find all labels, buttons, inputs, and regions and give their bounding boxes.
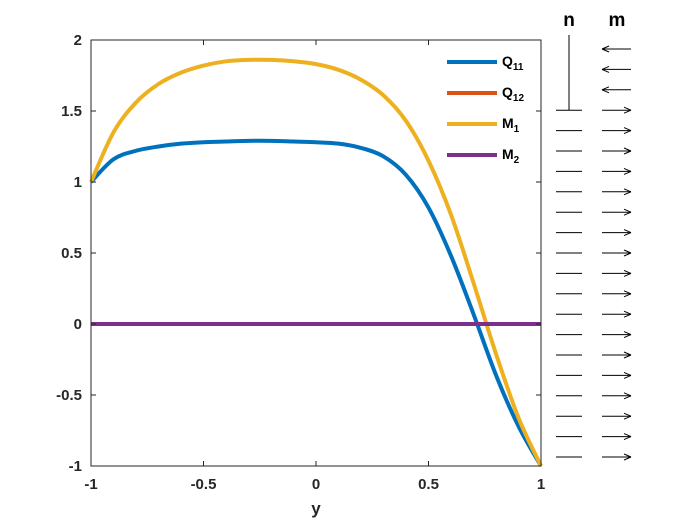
arrow-right-icon (602, 208, 632, 216)
series-line-q11 (89, 138, 543, 467)
arrow-right-icon (602, 269, 632, 277)
n-label: n (563, 10, 575, 31)
arrow-right-icon (602, 229, 632, 237)
y-tick-label: 0 (74, 316, 82, 333)
x-axis-label: y (311, 499, 321, 518)
x-tick-label: -0.5 (191, 476, 217, 493)
x-tick-label: 1 (537, 476, 545, 493)
y-tick-label: -1 (69, 458, 82, 475)
arrow-right-icon (602, 290, 632, 298)
y-tick-label: -0.5 (56, 387, 82, 404)
arrow-right-icon (602, 310, 632, 318)
arrow-right-icon (602, 392, 632, 400)
arrow-right-icon (602, 106, 632, 114)
y-tick-label: 2 (74, 32, 82, 49)
arrow-right-icon (602, 249, 632, 257)
side-panel: n m (556, 10, 632, 461)
arrow-right-icon (602, 331, 632, 339)
arrow-left-icon (601, 65, 631, 73)
x-tick-label: 0.5 (418, 476, 439, 493)
m-label: m (609, 10, 626, 31)
side-rows (556, 35, 632, 461)
plot-area (91, 40, 541, 466)
arrow-left-icon (601, 45, 631, 53)
arrow-right-icon (602, 147, 632, 155)
x-tick-label: -1 (84, 476, 97, 493)
arrow-right-icon (602, 167, 632, 175)
arrow-right-icon (602, 453, 632, 461)
arrow-right-icon (602, 433, 632, 441)
arrow-right-icon (602, 127, 632, 135)
series-line-m1 (89, 57, 543, 467)
series-layer (89, 57, 543, 467)
arrow-right-icon (602, 351, 632, 359)
ticks-layer: -1 -0.5 0 0.5 1 -1 -0.5 0 0.5 1 1.5 2 (56, 32, 545, 493)
arrow-right-icon (602, 188, 632, 196)
arrow-left-icon (601, 86, 631, 94)
y-tick-label: 0.5 (61, 245, 82, 262)
x-tick-label: 0 (312, 476, 320, 493)
arrow-right-icon (602, 371, 632, 379)
y-tick-label: 1 (74, 174, 82, 191)
y-tick-label: 1.5 (61, 103, 82, 120)
arrow-right-icon (602, 412, 632, 420)
